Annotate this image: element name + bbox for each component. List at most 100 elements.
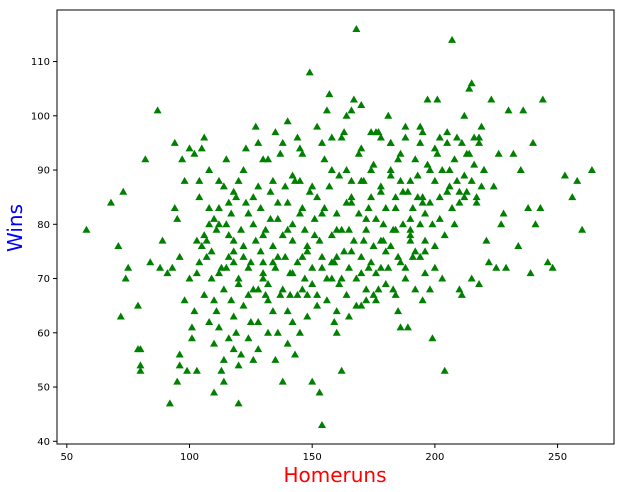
data-point (408, 252, 417, 260)
data-point (197, 144, 206, 152)
data-point (224, 334, 233, 342)
data-point (538, 95, 547, 103)
data-point (234, 361, 243, 369)
data-point (337, 274, 346, 282)
data-point (359, 236, 368, 244)
data-point (435, 214, 444, 222)
data-point (170, 204, 179, 212)
data-point (406, 176, 415, 184)
data-point (241, 144, 250, 152)
data-point (344, 263, 353, 271)
data-point (425, 166, 434, 174)
data-point (568, 193, 577, 201)
data-point (330, 317, 339, 325)
data-point (418, 128, 427, 136)
data-point (286, 290, 295, 298)
data-point (121, 274, 130, 282)
data-point (185, 144, 194, 152)
data-point (318, 263, 327, 271)
data-point (477, 122, 486, 130)
data-point (283, 198, 292, 206)
data-point (394, 307, 403, 315)
data-point (332, 252, 341, 260)
data-point (214, 269, 223, 277)
data-point (315, 388, 324, 396)
data-point (133, 301, 142, 309)
data-point (244, 290, 253, 298)
x-tick-label: 150 (303, 452, 322, 463)
data-point (197, 241, 206, 249)
data-point (357, 269, 366, 277)
data-point (256, 247, 265, 255)
data-point (349, 95, 358, 103)
data-point (357, 144, 366, 152)
data-point (283, 339, 292, 347)
data-point (217, 263, 226, 271)
data-point (293, 133, 302, 141)
data-point (168, 263, 177, 271)
data-point (318, 209, 327, 217)
data-point (229, 312, 238, 320)
data-point (465, 149, 474, 157)
data-point (163, 269, 172, 277)
data-point (352, 24, 361, 32)
data-point (229, 247, 238, 255)
data-point (281, 252, 290, 260)
data-point (578, 225, 587, 233)
data-point (357, 252, 366, 260)
data-point (156, 263, 165, 271)
data-point (310, 214, 319, 222)
data-point (347, 247, 356, 255)
data-point (475, 279, 484, 287)
data-point (386, 241, 395, 249)
data-point (406, 214, 415, 222)
data-point (291, 176, 300, 184)
data-point (278, 231, 287, 239)
data-point (320, 204, 329, 212)
data-point (298, 285, 307, 293)
data-point (391, 204, 400, 212)
data-point (371, 128, 380, 136)
data-point (342, 166, 351, 174)
data-point (234, 176, 243, 184)
data-point (371, 296, 380, 304)
data-point (224, 252, 233, 260)
y-tick-label: 40 (37, 437, 50, 448)
data-point (173, 377, 182, 385)
data-point (261, 225, 270, 233)
data-point (136, 345, 145, 353)
data-point (237, 225, 246, 233)
data-point (452, 133, 461, 141)
data-point (153, 106, 162, 114)
data-point (394, 155, 403, 163)
data-point (219, 377, 228, 385)
data-point (332, 307, 341, 315)
data-point (232, 328, 241, 336)
data-point (200, 290, 209, 298)
data-point (278, 285, 287, 293)
data-point (261, 290, 270, 298)
data-point (214, 204, 223, 212)
data-point (379, 220, 388, 228)
data-point (428, 334, 437, 342)
data-point (450, 220, 459, 228)
data-point (305, 68, 314, 76)
data-point (418, 193, 427, 201)
data-point (291, 350, 300, 358)
data-point (489, 182, 498, 190)
data-point (465, 84, 474, 92)
data-point (455, 285, 464, 293)
data-point (430, 263, 439, 271)
data-point (219, 285, 228, 293)
data-point (335, 171, 344, 179)
data-point (531, 220, 540, 228)
data-point (445, 182, 454, 190)
data-point (300, 274, 309, 282)
data-point (416, 220, 425, 228)
data-point (141, 155, 150, 163)
data-point (406, 236, 415, 244)
data-point (229, 187, 238, 195)
data-point (205, 220, 214, 228)
data-point (482, 236, 491, 244)
